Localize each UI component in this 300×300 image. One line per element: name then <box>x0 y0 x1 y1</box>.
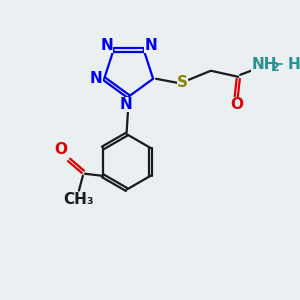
Text: O: O <box>230 97 243 112</box>
Text: S: S <box>177 75 188 90</box>
Text: CH₃: CH₃ <box>64 192 94 207</box>
Text: NH: NH <box>251 57 277 72</box>
Text: 2: 2 <box>272 61 280 74</box>
Text: H: H <box>287 57 300 72</box>
Text: N: N <box>144 38 157 52</box>
Text: N: N <box>119 97 132 112</box>
Text: O: O <box>55 142 68 158</box>
Text: N: N <box>100 38 113 52</box>
Text: N: N <box>90 71 103 86</box>
